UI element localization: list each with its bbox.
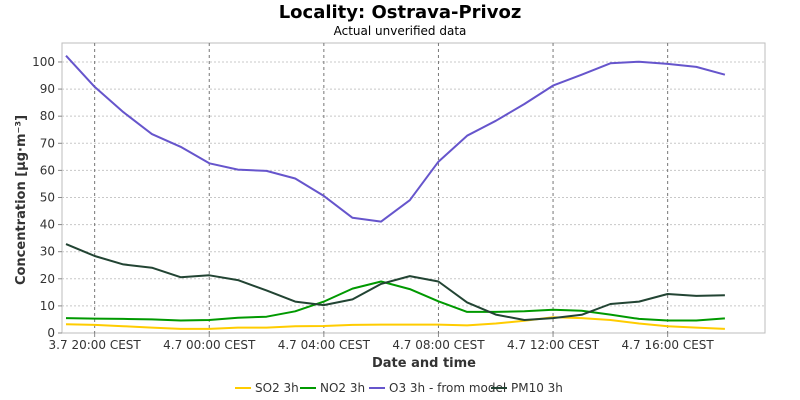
y-tick-label: 70 bbox=[40, 136, 55, 150]
y-axis-label: Concentration [µg·m⁻³] bbox=[14, 115, 29, 285]
series-line-3 bbox=[65, 55, 726, 223]
chart-subtitle: Actual unverified data bbox=[334, 24, 467, 38]
y-tick-label: 80 bbox=[40, 109, 55, 123]
y-tick-label: 50 bbox=[40, 190, 55, 204]
legend-label: SO2 3h bbox=[255, 381, 299, 395]
y-tick-label: 40 bbox=[40, 218, 55, 232]
chart-title: Locality: Ostrava-Privoz bbox=[279, 2, 522, 23]
x-tick-label: 4.7 12:00 CEST bbox=[507, 338, 600, 352]
y-tick-label: 60 bbox=[40, 163, 55, 177]
y-tick-label: 0 bbox=[47, 326, 55, 340]
series-line-4 bbox=[65, 243, 725, 321]
series-line-1 bbox=[65, 316, 725, 330]
y-axis: 0 10 20 30 40 50 60 70 80 90 100 bbox=[32, 55, 62, 340]
x-tick-label: 4.7 16:00 CEST bbox=[622, 338, 715, 352]
legend-label: NO2 3h bbox=[320, 381, 365, 395]
legend-label: O3 3h - from model bbox=[389, 381, 506, 395]
y-tick-label: 30 bbox=[40, 245, 55, 259]
x-axis-label: Date and time bbox=[372, 356, 476, 371]
series-group bbox=[65, 55, 726, 330]
y-tick-label: 20 bbox=[40, 272, 55, 286]
legend: SO2 3h NO2 3h O3 3h - from model PM10 3h bbox=[235, 381, 563, 395]
plot-area bbox=[61, 42, 766, 334]
legend-label: PM10 3h bbox=[511, 381, 563, 395]
y-tick-label: 100 bbox=[32, 55, 55, 69]
x-tick-label: 3.7 20:00 CEST bbox=[49, 338, 142, 352]
x-tick-label: 4.7 08:00 CEST bbox=[392, 338, 485, 352]
y-tick-label: 90 bbox=[40, 82, 55, 96]
series-line-2 bbox=[65, 280, 725, 322]
x-tick-label: 4.7 00:00 CEST bbox=[163, 338, 256, 352]
y-tick-label: 10 bbox=[40, 299, 55, 313]
grid bbox=[62, 43, 765, 333]
x-axis: 3.7 20:00 CEST 4.7 00:00 CEST 4.7 04:00 CE… bbox=[49, 333, 715, 352]
x-tick-label: 4.7 04:00 CEST bbox=[278, 338, 371, 352]
